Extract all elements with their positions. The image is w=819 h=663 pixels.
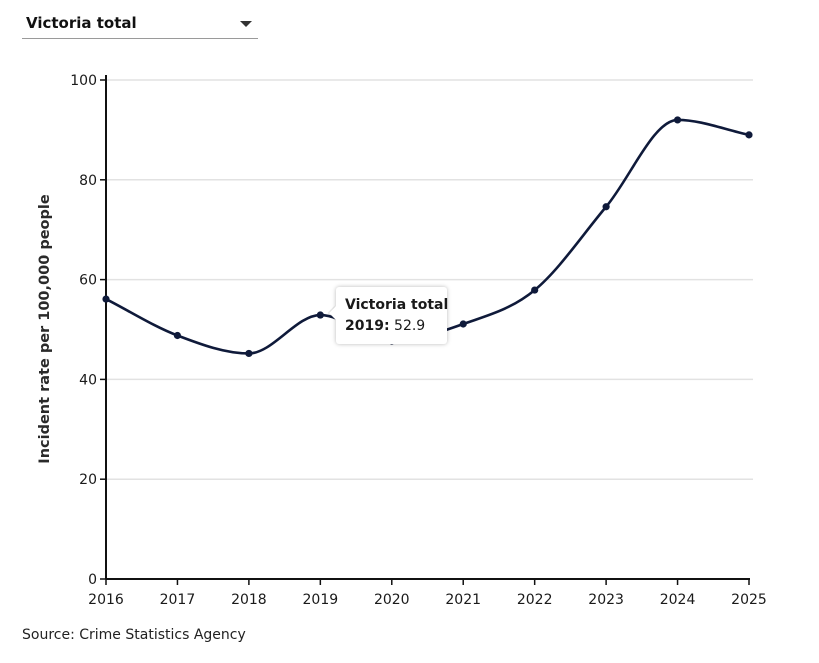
data-point[interactable] [673, 116, 682, 124]
y-tick-label: 60 [79, 273, 97, 289]
x-tick-label: 2022 [517, 592, 553, 608]
y-tick-label: 40 [79, 372, 97, 388]
x-axis-ticks: 2016 2017 2018 2019 2020 2021 2022 2023 2024 2025 [88, 579, 767, 608]
tooltip-value: 52.9 [394, 318, 426, 334]
x-tick-label: 2023 [588, 592, 624, 608]
x-tick-label: 2024 [660, 592, 696, 608]
x-tick-label: 2020 [374, 592, 410, 608]
axes [105, 75, 750, 580]
data-tooltip: Victoria total 2019: 52.9 [336, 287, 449, 344]
x-tick-label: 2017 [160, 592, 196, 608]
x-tick-label: 2018 [231, 592, 267, 608]
data-point[interactable] [602, 203, 610, 211]
chevron-down-icon[interactable] [240, 21, 252, 27]
y-tick-label: 0 [88, 572, 97, 588]
y-tick-label: 100 [70, 73, 97, 89]
data-point[interactable] [745, 131, 753, 139]
y-tick-label: 20 [79, 472, 97, 488]
region-selector-value: Victoria total [26, 14, 137, 32]
x-tick-label: 2016 [88, 592, 124, 608]
x-tick-label: 2019 [303, 592, 339, 608]
data-point[interactable] [102, 295, 110, 303]
x-tick-label: 2025 [731, 592, 767, 608]
tooltip-title: Victoria total [345, 297, 449, 313]
source-note: Source: Crime Statistics Agency [22, 627, 246, 643]
tooltip-separator: : [383, 318, 390, 334]
y-axis-label: Incident rate per 100,000 people [37, 194, 53, 464]
y-axis-ticks: 0 20 40 60 80 100 [70, 73, 106, 588]
data-point[interactable] [531, 286, 539, 294]
data-point[interactable] [459, 320, 467, 328]
x-tick-label: 2021 [445, 592, 481, 608]
data-point[interactable] [173, 331, 182, 340]
y-tick-label: 80 [79, 173, 97, 189]
region-selector[interactable]: Victoria total [22, 12, 258, 39]
data-point[interactable] [316, 311, 324, 319]
data-point[interactable] [245, 349, 253, 358]
tooltip-year: 2019 [345, 318, 384, 334]
gridlines [106, 79, 753, 480]
